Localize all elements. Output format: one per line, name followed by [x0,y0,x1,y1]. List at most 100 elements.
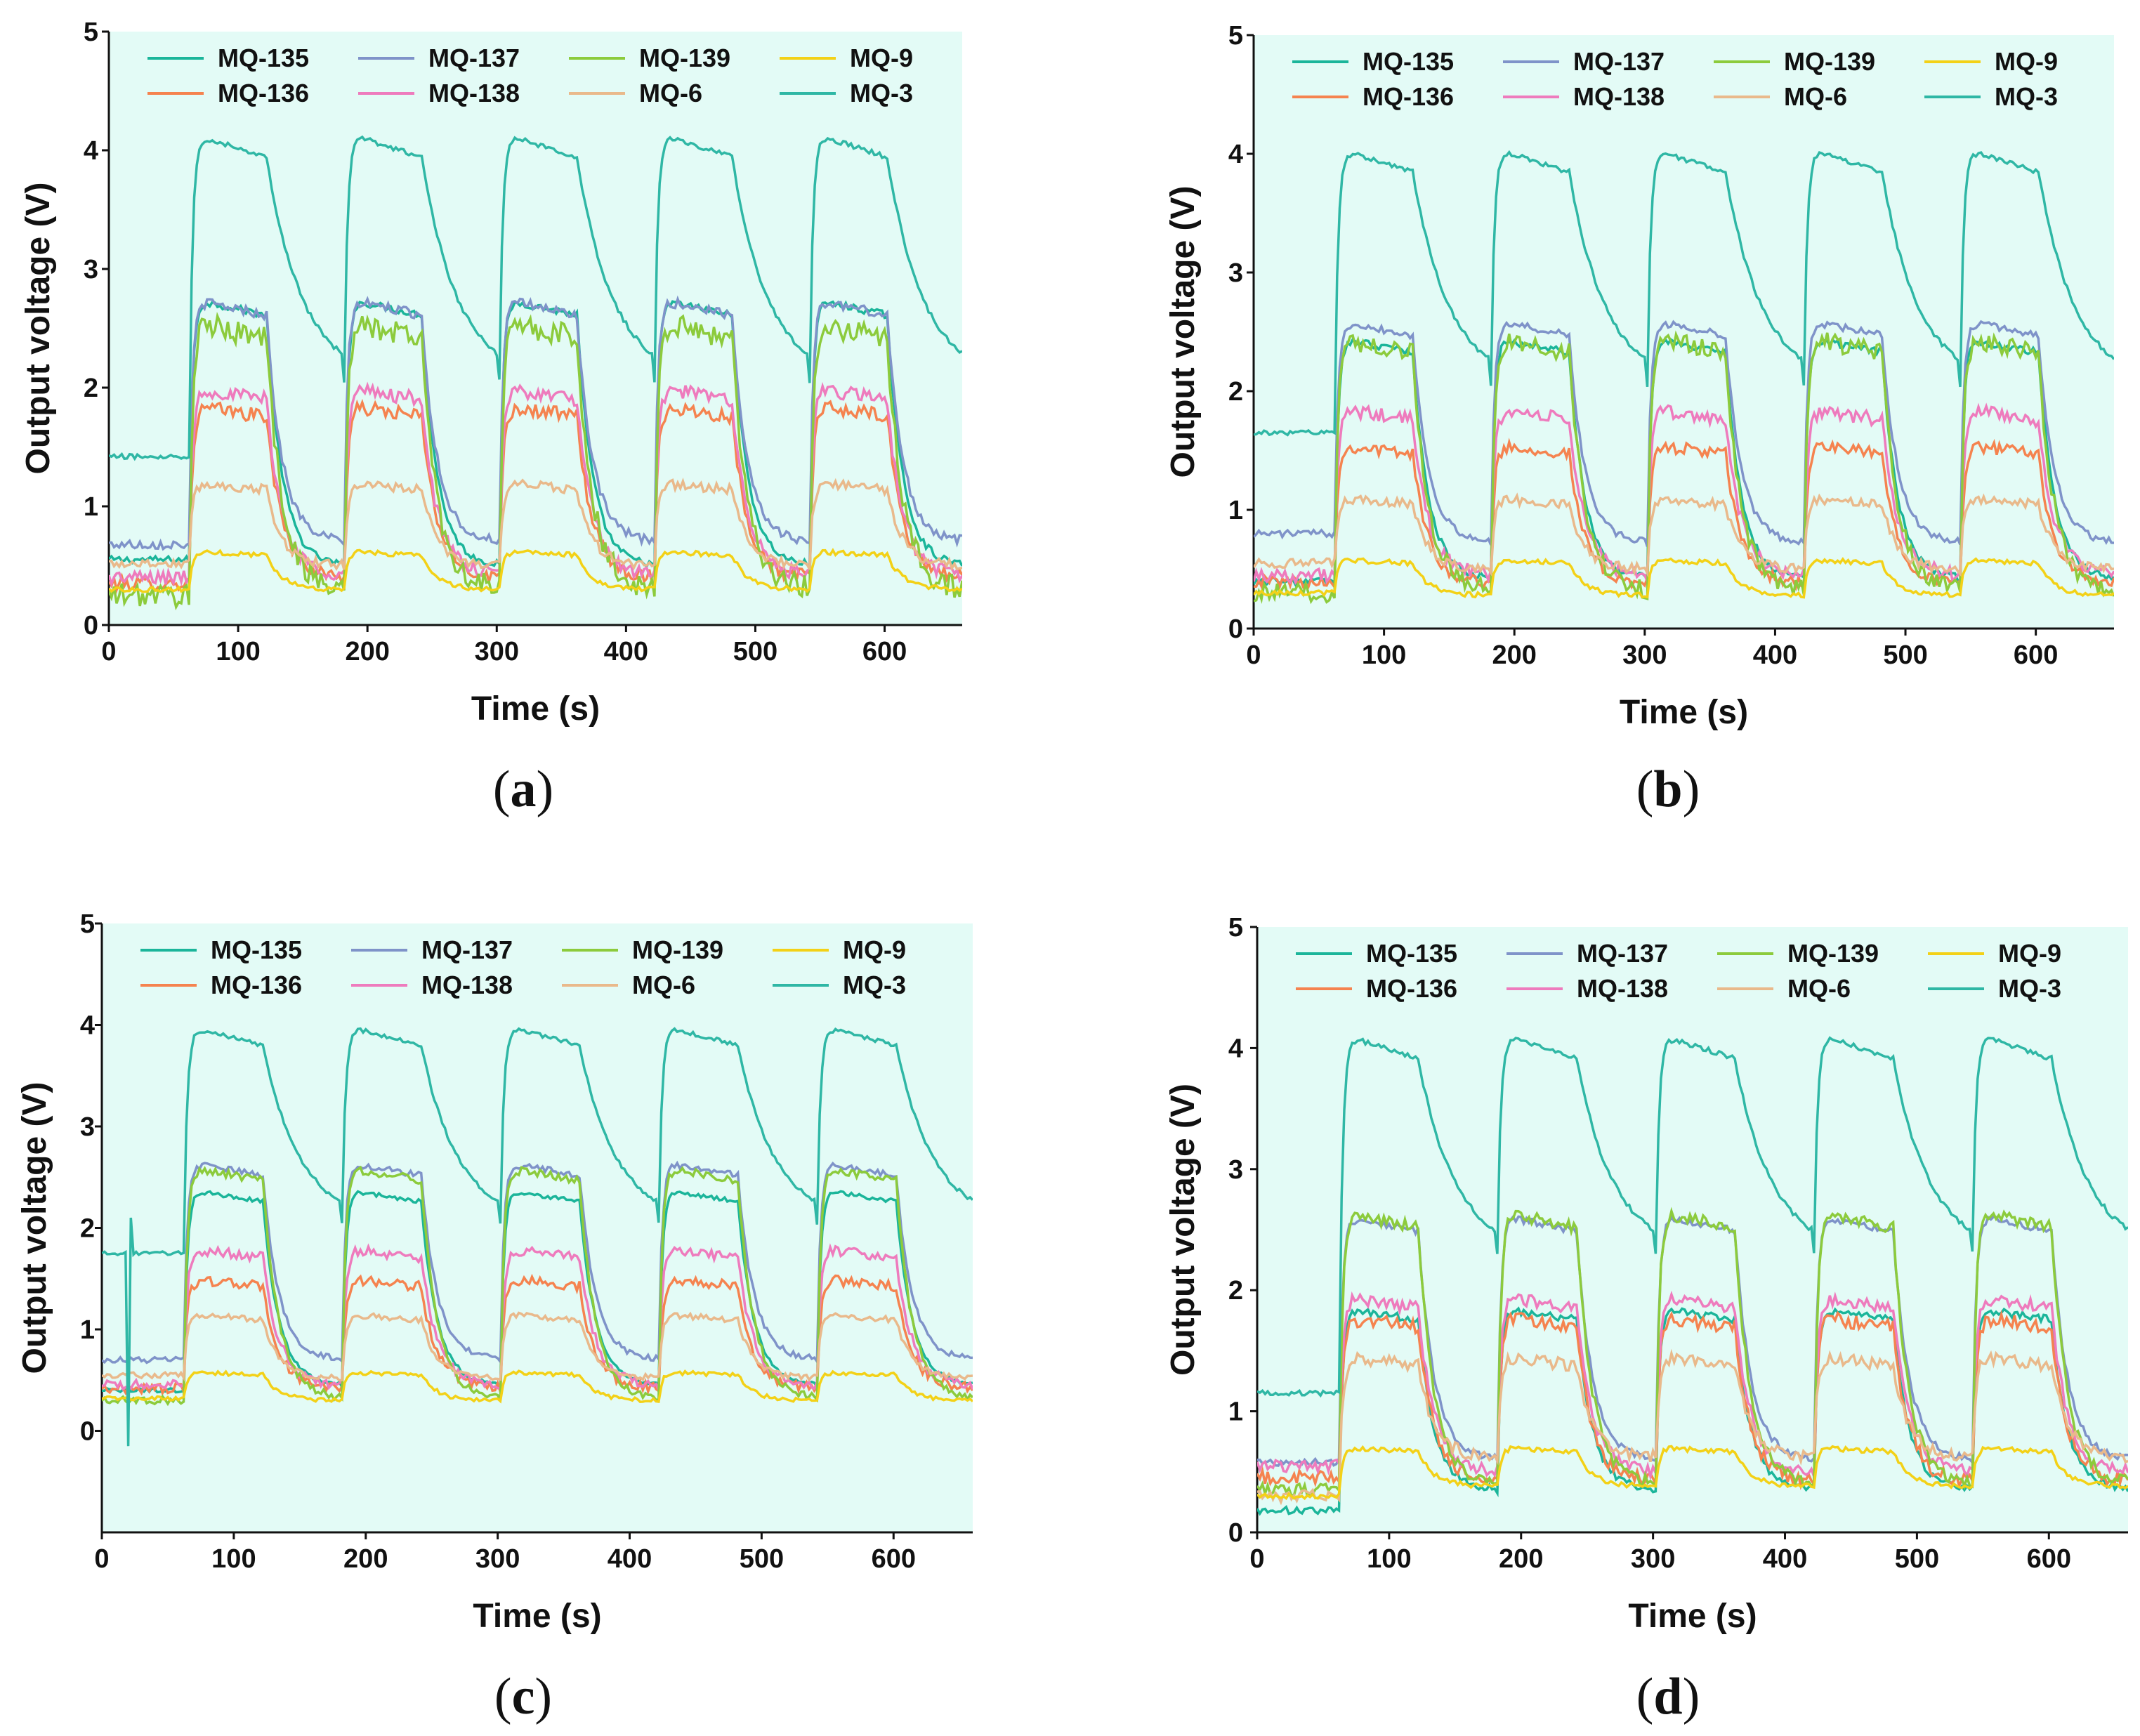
legend-label: MQ-6 [632,971,695,999]
series-line-mq-137 [102,1160,973,1366]
x-tick-label: 400 [1753,640,1797,670]
legend-label: MQ-9 [850,44,913,72]
chart-panel-b: 0 1 2 3 4 5 0 100 200 300 400 500 600 Time (s) Output … [1164,21,2114,818]
legend-label: MQ-6 [1784,82,1847,111]
x-tick-label: 200 [345,637,389,666]
caption-letter: a [511,761,537,818]
legend-label: MQ-136 [1363,82,1454,111]
series-line-mq-135 [102,1190,973,1394]
series-line-mq-139 [1257,1206,2128,1498]
legend-label: MQ-135 [218,44,309,72]
legend-label: MQ-135 [1363,47,1454,76]
legend-label: MQ-3 [1995,82,2058,111]
x-tick-label: 0 [1246,640,1261,670]
series-line-mq-137 [109,295,962,551]
y-tick-label: 3 [84,255,98,284]
y-tick-label: 1 [84,492,98,522]
x-tick-label: 500 [733,637,777,666]
y-tick-label: 5 [84,18,98,47]
chart-panel-a: 0 1 2 3 4 5 0 100 200 300 400 500 600 Time (s) Output … [20,18,962,818]
caption-open-paren: ( [494,1668,512,1725]
legend-label: MQ-137 [1573,47,1665,76]
x-tick-label: 600 [2014,640,2058,670]
legend-label: MQ-139 [639,44,730,72]
legend-label: MQ-136 [1366,974,1457,1003]
x-tick-label: 300 [475,637,519,666]
x-tick-label: 500 [740,1544,784,1574]
series-line-mq-135 [1257,1306,2128,1516]
legend-label: MQ-136 [211,971,302,999]
legend-label: MQ-138 [1573,82,1665,111]
series-line-mq-136 [1257,1310,2128,1490]
y-tick-label: 5 [80,909,95,939]
legend-label: MQ-135 [1366,939,1457,968]
x-tick-label: 0 [1249,1544,1264,1574]
legend-label: MQ-3 [1998,974,2061,1003]
series-line-mq-138 [1257,1290,2128,1481]
plot-area [1257,927,2128,1532]
caption-close-paren: ) [1683,761,1700,818]
y-tick-label: 4 [1228,1034,1243,1063]
legend-label: MQ-138 [421,971,513,999]
panel-caption: (d) [1636,1668,1700,1725]
legend-label: MQ-6 [1787,974,1851,1003]
x-tick-label: 300 [475,1544,520,1574]
legend-label: MQ-6 [639,79,702,107]
series-line-mq-138 [1254,402,2114,586]
y-tick-label: 0 [80,1417,95,1447]
legend-label: MQ-137 [1577,939,1668,968]
caption-close-paren: ) [1683,1668,1700,1725]
y-tick-label: 3 [80,1112,95,1142]
series-line-mq-139 [102,1165,973,1407]
panel-caption: (b) [1636,761,1700,818]
y-tick-label: 5 [1228,913,1243,942]
series-line-mq-139 [109,312,962,611]
caption-letter: b [1653,761,1682,818]
panel-caption: (a) [493,761,553,818]
legend-label: MQ-3 [843,971,906,999]
y-tick-label: 1 [1228,1398,1243,1427]
y-tick-label: 0 [84,611,98,640]
y-tick-label: 4 [1228,140,1243,169]
x-axis-label: Time (s) [1620,694,1748,731]
legend-label: MQ-139 [1784,47,1875,76]
y-axis-label: Output voltage (V) [1164,186,1202,478]
x-tick-label: 400 [604,637,648,666]
series-line-mq-139 [1254,330,2114,605]
series-line-mq-138 [109,381,962,588]
x-tick-label: 0 [101,637,116,666]
series-line-mq-3 [102,1027,973,1447]
series-line-mq-6 [1257,1348,2128,1506]
legend-label: MQ-9 [1998,939,2061,968]
x-tick-label: 600 [862,637,907,666]
caption-letter: d [1653,1668,1682,1725]
caption-close-paren: ) [534,1668,552,1725]
series-line-mq-136 [109,398,962,594]
series-line-mq-9 [102,1369,973,1404]
panel-caption: (c) [494,1668,552,1725]
series-line-mq-3 [1254,150,2114,437]
series-line-mq-3 [1257,1036,2128,1398]
series-line-mq-6 [1254,492,2114,578]
chart-panel-d: 0 1 2 3 4 5 0 100 200 300 400 500 600 Time (s) Output … [1164,913,2128,1725]
x-tick-label: 200 [1499,1544,1543,1574]
x-tick-label: 300 [1631,1544,1675,1574]
x-tick-label: 600 [2027,1544,2071,1574]
series-line-mq-6 [109,477,962,572]
x-tick-label: 300 [1622,640,1667,670]
x-tick-label: 400 [608,1544,652,1574]
x-tick-label: 600 [872,1544,916,1574]
x-tick-label: 100 [211,1544,256,1574]
series-line-mq-6 [102,1311,973,1382]
legend-label: MQ-138 [428,79,520,107]
caption-close-paren: ) [537,761,554,818]
series-line-mq-138 [102,1243,973,1391]
legend-label: MQ-139 [632,935,723,964]
legend-label: MQ-137 [421,935,513,964]
series-line-mq-136 [1254,438,2114,592]
x-tick-label: 100 [216,637,260,666]
x-tick-label: 500 [1883,640,1927,670]
legend-label: MQ-139 [1787,939,1879,968]
y-tick-label: 2 [80,1214,95,1244]
